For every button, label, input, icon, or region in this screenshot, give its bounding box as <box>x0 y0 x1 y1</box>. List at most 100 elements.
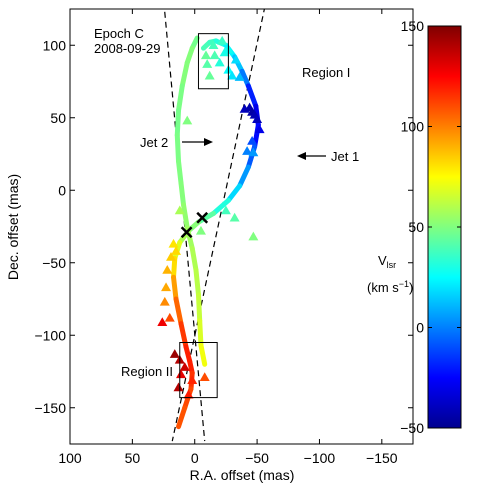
maser-spot <box>220 205 231 215</box>
colorbar-tick-label: −50 <box>400 420 424 436</box>
maser-spot <box>176 369 187 379</box>
jet1-model-segment <box>239 68 251 89</box>
colorbar-label: Vlsr <box>378 253 396 270</box>
jet1-model-segment <box>171 274 179 302</box>
colorbar-gradient <box>427 25 462 429</box>
jet2-model-segment <box>189 245 199 273</box>
jet2-model-segment <box>176 83 185 113</box>
jet2-model-segment <box>179 60 190 89</box>
maser-spot <box>242 146 253 155</box>
y-tick-label: −150 <box>34 400 66 416</box>
plot-area <box>157 9 266 442</box>
jet2-model-segment <box>193 267 201 298</box>
region1-label: Region I <box>302 65 350 80</box>
maser-spot <box>234 72 245 81</box>
jet2-arrow <box>182 138 213 146</box>
colorbar-units: (km s−1) <box>367 279 413 295</box>
jet1-model-segment <box>245 83 259 109</box>
maser-spot <box>248 147 259 157</box>
jet2-model-segment <box>197 318 204 348</box>
maser-spot <box>157 317 168 326</box>
jet1-model-segment <box>237 164 251 189</box>
y-tick-label: 100 <box>43 37 67 53</box>
x-axis-ticks: 100 50 0 −50 −100 −150 <box>58 9 398 466</box>
jet1-label: Jet 1 <box>331 149 359 164</box>
y-tick-label: 0 <box>58 182 66 198</box>
region2-label: Region II <box>121 364 173 379</box>
maser-spot <box>168 238 179 248</box>
maser-spot <box>229 212 240 222</box>
y-axis-label: Dec. offset (mas) <box>5 174 21 280</box>
maser-spot <box>209 50 220 60</box>
plot-frame <box>69 8 414 445</box>
region-box <box>197 33 229 90</box>
jet2-model-segment <box>181 202 190 231</box>
maser-spot <box>161 282 172 292</box>
colorbar-tick-label: 150 <box>401 18 425 34</box>
colorbar-tick-label: 100 <box>401 119 425 135</box>
jet2-model-segment <box>176 158 184 186</box>
maser-spot <box>252 114 263 123</box>
jet2-model-segment <box>198 342 208 367</box>
date-label: 2008-09-29 <box>94 41 161 56</box>
x-tick-label: 0 <box>191 450 199 466</box>
jet1-model-segment <box>176 405 188 430</box>
maser-spot <box>200 50 211 60</box>
x-tick-label: −50 <box>245 450 269 466</box>
maser-spot <box>204 70 215 80</box>
crossing-marker <box>180 226 193 239</box>
maser-spot <box>187 375 198 384</box>
jet2-label: Jet 2 <box>140 135 168 150</box>
maser-spot <box>254 124 265 134</box>
maser-spot <box>171 246 182 255</box>
jet2-model-segment <box>174 132 182 164</box>
jet-crossings <box>180 211 209 239</box>
maser-spot <box>182 115 193 125</box>
maser-spot <box>248 231 259 241</box>
jet1-model-segment <box>210 197 231 216</box>
maser-spot <box>169 349 180 358</box>
jet1-model-segment <box>173 296 184 327</box>
maser-spot <box>217 35 228 45</box>
colorbar-ticks: 150 100 50 0 −50 <box>400 18 461 436</box>
jet2-model-segment <box>174 108 182 138</box>
x-tick-label: 50 <box>125 450 141 466</box>
jet2-model-segment <box>178 180 187 208</box>
jet2-model-segment <box>184 45 195 66</box>
jet1-arrow <box>297 152 326 160</box>
maser-spot <box>195 225 206 235</box>
maser-spots <box>157 35 265 399</box>
maser-spot <box>183 389 194 399</box>
epoch-label: Epoch C <box>94 26 144 41</box>
jet-cone-line <box>171 9 266 442</box>
colorbar-tick-label: 0 <box>416 320 424 336</box>
x-axis-label: R.A. offset (mas) <box>190 467 295 483</box>
region-box <box>179 342 218 399</box>
y-axis-ticks: 100 50 0 −50 −100 −150 <box>34 37 413 416</box>
colorbar-tick-label: 50 <box>408 219 424 235</box>
plot-background <box>70 9 413 444</box>
maser-spot <box>208 40 219 49</box>
x-tick-label: −150 <box>366 450 398 466</box>
maser-spot <box>174 205 185 215</box>
maser-spot <box>202 59 213 68</box>
jet2-model-segment <box>195 292 203 324</box>
region-boxes <box>179 33 229 399</box>
maser-spot <box>159 296 170 306</box>
crossing-marker <box>196 211 209 224</box>
maser-spot <box>199 372 210 382</box>
colorbar: 150 100 50 0 −50 Vlsr (km s−1) <box>367 18 462 436</box>
jet1-model-segment <box>225 183 243 203</box>
x-tick-label: 100 <box>58 450 82 466</box>
maser-spot <box>173 382 184 392</box>
jet1-model-segment <box>171 255 178 280</box>
maser-spot <box>179 362 190 371</box>
maser-spot <box>164 312 175 322</box>
maser-spot <box>214 57 225 67</box>
maser-spot <box>162 265 173 274</box>
y-tick-label: 50 <box>50 110 66 126</box>
maser-spot <box>247 135 258 145</box>
x-tick-label: −100 <box>304 450 336 466</box>
y-tick-label: −50 <box>42 255 66 271</box>
